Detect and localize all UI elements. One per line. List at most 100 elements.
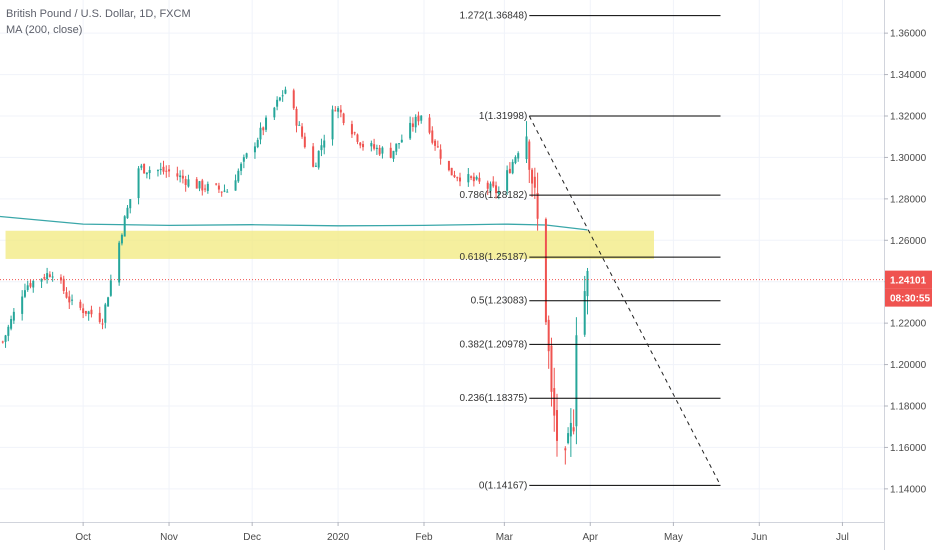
candle-up (71, 299, 74, 301)
x-tick-label: Mar (496, 532, 514, 543)
candle-down (528, 141, 531, 170)
candle-down (350, 124, 353, 135)
candle-down (359, 142, 362, 146)
candle-up (206, 183, 209, 191)
candle-up (237, 170, 240, 182)
candle-down (301, 126, 304, 137)
candle-down (262, 127, 265, 131)
candle-down (84, 310, 87, 314)
candle-down (59, 277, 62, 281)
candle-down (29, 283, 32, 287)
candle-up (23, 290, 26, 297)
candle-up (256, 139, 259, 148)
fib-level-label: 1.272(1.36848) (459, 11, 527, 22)
candle-up (395, 143, 398, 152)
candle-down (447, 160, 450, 171)
y-tick-label: 1.18000 (890, 402, 927, 413)
y-tick-label: 1.36000 (890, 29, 927, 40)
last-price-badge[interactable] (885, 270, 932, 289)
last-price-value: 1.24101 (890, 276, 927, 287)
ma-layer (0, 215, 588, 231)
candle-up (109, 280, 112, 296)
candle-up (381, 147, 384, 154)
candle-down (90, 309, 93, 315)
highlight-zone (5, 230, 654, 259)
candle-up (575, 335, 578, 427)
y-tick-label: 1.22000 (890, 319, 927, 330)
chart-legend[interactable]: British Pound / U.S. Dollar, 1D, FXCM MA… (6, 6, 191, 38)
trend-layer[interactable] (528, 115, 721, 486)
candle-up (569, 422, 572, 437)
candle-up (240, 163, 243, 171)
candle-up (497, 191, 500, 195)
trend-line-dashed[interactable] (528, 115, 721, 486)
symbol-title[interactable]: British Pound / U.S. Dollar, 1D, FXCM (6, 8, 191, 20)
x-tick-label: Nov (160, 532, 178, 543)
candle-up (10, 319, 13, 329)
candle-countdown: 08:30:55 (890, 294, 930, 305)
candle-down (564, 448, 567, 451)
x-tick-label: Apr (582, 532, 598, 543)
candle-up (12, 311, 15, 321)
candle-down (168, 169, 171, 172)
candle-up (337, 108, 340, 112)
candle-down (353, 132, 356, 134)
candle-down (450, 167, 453, 176)
candle-down (162, 166, 165, 172)
candle-up (467, 174, 470, 183)
candle-up (234, 180, 237, 191)
candle-down (181, 175, 184, 179)
candle-up (400, 139, 403, 143)
fib-level-label: 1(1.31998) (479, 111, 527, 122)
candle-up (223, 190, 226, 192)
candle-up (120, 234, 123, 244)
candle-up (126, 207, 129, 219)
candle-down (79, 301, 82, 308)
candle-up (21, 296, 24, 314)
y-tick-label: 1.26000 (890, 236, 927, 247)
fib-layer[interactable]: 1.272(1.36848) 1(1.31998) 0.786(1.28182) 0.… (459, 11, 721, 492)
candle-up (123, 216, 126, 237)
fib-level-label: 0.786(1.28182) (459, 190, 527, 201)
candle-down (303, 136, 306, 148)
time-axis-panel[interactable] (0, 522, 884, 550)
candle-up (198, 181, 201, 189)
candle-down (362, 144, 365, 148)
candle-up (583, 291, 586, 335)
candle-up (475, 176, 478, 180)
candle-up (187, 179, 190, 187)
y-tick-label: 1.28000 (890, 194, 927, 205)
candle-up (87, 311, 90, 315)
candle-up (284, 89, 287, 94)
candle-up (159, 168, 162, 171)
plot-background (0, 0, 884, 522)
candle-down (165, 170, 168, 172)
fib-level-label: 0.618(1.25187) (459, 252, 527, 263)
candle-up (278, 97, 281, 101)
candle-down (495, 185, 498, 194)
x-tick-label: Dec (243, 532, 261, 543)
fib-level-label: 0(1.14167) (479, 480, 527, 491)
candle-down (547, 319, 550, 352)
candle-down (472, 176, 475, 182)
candle-down (470, 176, 473, 178)
candle-down (215, 183, 218, 185)
candle-down (417, 115, 420, 122)
candle-down (459, 177, 462, 182)
candle-up (265, 117, 268, 130)
candle-down (453, 175, 456, 178)
candle-down (342, 113, 345, 123)
candle-down (373, 144, 376, 149)
candle-up (370, 143, 373, 147)
x-tick-label: Oct (75, 532, 91, 543)
candle-down (428, 117, 431, 133)
indicator-label[interactable]: MA (200, close) (6, 24, 83, 36)
fib-level-label: 0.5(1.23083) (471, 296, 528, 307)
candle-up (242, 157, 245, 162)
candle-up (107, 297, 110, 307)
y-tick-label: 1.32000 (890, 112, 927, 123)
candle-down (101, 323, 104, 325)
